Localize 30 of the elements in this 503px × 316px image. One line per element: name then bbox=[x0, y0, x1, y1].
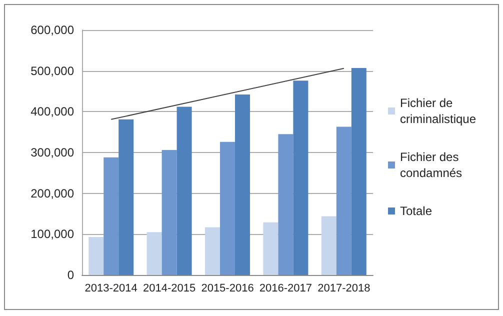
legend-label: Fichier de criminalistique bbox=[400, 96, 476, 126]
bar bbox=[88, 237, 104, 275]
y-tick-label: 100,000 bbox=[30, 227, 74, 242]
legend-label: Fichier des condamnés bbox=[400, 150, 462, 180]
y-tick-label: 500,000 bbox=[30, 64, 74, 78]
bar bbox=[336, 126, 352, 275]
bar bbox=[205, 227, 220, 275]
x-tick-label: 2013-2014 bbox=[84, 282, 138, 294]
legend-label: Totale bbox=[400, 204, 432, 218]
bar bbox=[293, 80, 308, 275]
bar bbox=[162, 150, 177, 275]
bar bbox=[235, 94, 250, 275]
bar bbox=[104, 157, 119, 275]
bar bbox=[278, 134, 294, 275]
x-tick-label: 2017-2018 bbox=[318, 282, 370, 294]
bar bbox=[263, 222, 278, 275]
y-tick-label: 600,000 bbox=[30, 23, 74, 37]
y-tick-label: 200,000 bbox=[30, 186, 74, 200]
bar bbox=[321, 216, 336, 275]
x-tick-label: 2015-2016 bbox=[201, 282, 254, 294]
bar bbox=[220, 142, 235, 275]
y-tick-label: 0 bbox=[67, 268, 74, 282]
bar bbox=[146, 232, 162, 275]
bar bbox=[351, 68, 366, 275]
y-tick-label: 300,000 bbox=[30, 146, 74, 160]
x-tick-label: 2016-2017 bbox=[259, 282, 312, 294]
y-tick-label: 400,000 bbox=[30, 104, 74, 119]
x-tick-label: 2014-2015 bbox=[142, 282, 196, 294]
bar bbox=[118, 119, 134, 275]
bar bbox=[176, 106, 192, 275]
